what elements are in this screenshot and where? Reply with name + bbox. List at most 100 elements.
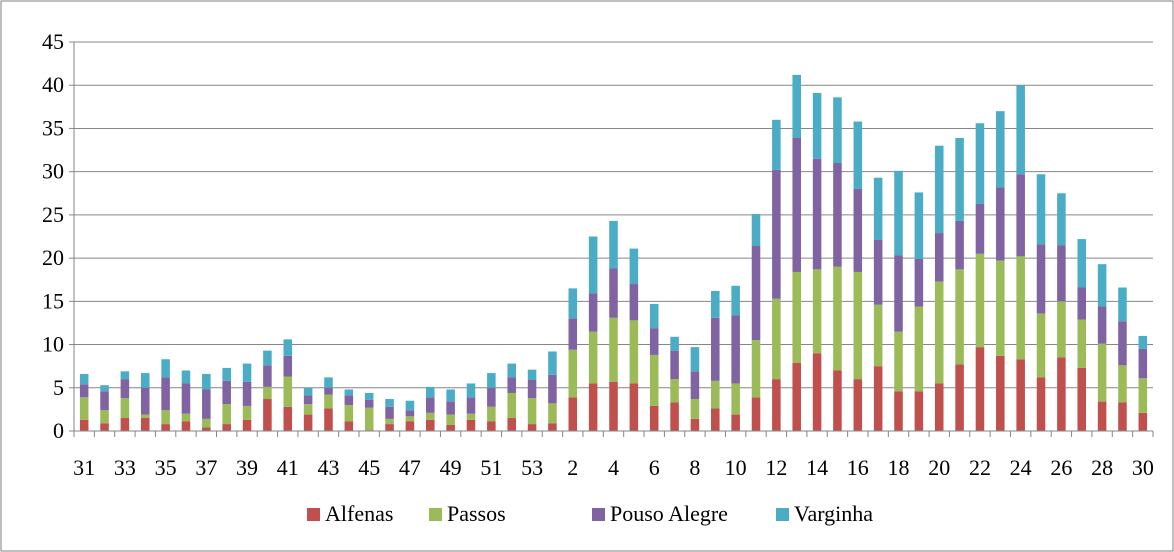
bar-segment-alfenas: Alfenas 2: 3.9 <box>568 397 578 431</box>
bar-segment-passos: Passos 5: 7.3 <box>629 320 639 384</box>
bar-segment-pouso-alegre: Pouso Alegre 1: 3.3 <box>548 374 557 404</box>
bar-segment-varginha: Varginha 1: 2.7 <box>548 351 557 375</box>
bar-segment-pouso-alegre: Pouso Alegre 25: 8 <box>1036 244 1046 314</box>
bar-segment-varginha: Varginha 15: 7.6 <box>833 97 842 164</box>
bar-segment-alfenas: Alfenas 1: 0.9 <box>548 423 557 431</box>
bar-segment-pouso-alegre: Pouso Alegre 21: 5.6 <box>955 220 964 270</box>
bar-segment-passos: Passos 13: 10.5 <box>792 271 802 363</box>
bar-segment-varginha: Varginha 31: 1.2 <box>79 373 89 385</box>
bar-segment-pouso-alegre: Pouso Alegre 27: 3.7 <box>1077 287 1087 320</box>
bar-segment-alfenas: Alfenas 27: 7.3 <box>1077 367 1087 431</box>
legend-swatch-pouso-alegre <box>592 508 605 521</box>
bar-segment-passos: Passos 6: 5.9 <box>649 354 659 406</box>
bar-segment-pouso-alegre: Pouso Alegre 20: 5.6 <box>934 233 944 282</box>
bar-segment-varginha: Varginha 16: 7.8 <box>853 121 863 189</box>
bar-segment-passos: Passos 10: 3.6 <box>731 383 740 415</box>
bar-segment-passos: Passos 2: 5.5 <box>568 349 578 398</box>
bar-segment-passos: Passos 36: 0.9 <box>181 413 191 422</box>
bar-segment-passos: Passos 47: 0.6 <box>405 416 415 422</box>
bar-segment-alfenas: Alfenas 18: 4.6 <box>894 391 903 431</box>
bar-segment-varginha: Varginha 17: 7.2 <box>873 177 883 240</box>
legend-label-passos: Passos <box>447 501 506 526</box>
legend-label-alfenas: Alfenas <box>325 501 393 526</box>
bar-segment-varginha: Varginha 4: 5.5 <box>609 220 618 269</box>
bar-segment-pouso-alegre: Pouso Alegre 9: 7.3 <box>711 317 720 381</box>
bar-segment-varginha: Varginha 18: 9.8 <box>894 170 903 256</box>
x-tick-label: 53 <box>521 455 543 480</box>
bar-segment-varginha: Varginha 24: 10.3 <box>1016 85 1025 175</box>
bar-segment-alfenas: Alfenas 25: 6.2 <box>1036 377 1046 431</box>
bar-segment-pouso-alegre: Pouso Alegre 47: 0.7 <box>405 410 415 417</box>
bar-segment-pouso-alegre: Pouso Alegre 46: 1.4 <box>385 406 394 419</box>
bar-segment-pouso-alegre: Pouso Alegre 12: 14.9 <box>772 169 781 299</box>
bar-segment-passos: Passos 22: 10.8 <box>975 253 985 348</box>
bar-segment-alfenas: Alfenas 21: 7.7 <box>955 364 964 431</box>
bar-segment-alfenas: Alfenas 3: 5.5 <box>588 383 598 431</box>
bar-segment-pouso-alegre: Pouso Alegre 16: 9.6 <box>853 188 863 272</box>
bar-segment-alfenas: Alfenas 24: 8.3 <box>1016 359 1025 431</box>
bar-segment-pouso-alegre: Pouso Alegre 42: 1 <box>303 395 313 405</box>
bar-segment-alfenas: Alfenas 23: 8.7 <box>996 355 1005 431</box>
bar-segment-pouso-alegre: Pouso Alegre 30: 3.4 <box>1138 348 1148 379</box>
y-tick-label: 15 <box>42 288 64 313</box>
bar-segment-passos: Passos 18: 6.9 <box>894 331 903 392</box>
bar-segment-passos: Passos 25: 7.4 <box>1036 313 1046 378</box>
bar-segment-varginha: Varginha 20: 10.1 <box>934 145 944 234</box>
y-tick-label: 0 <box>53 418 64 443</box>
bar-segment-varginha: Varginha 44: 0.7 <box>344 389 354 396</box>
bar-segment-passos: Passos 32: 1.5 <box>100 410 109 424</box>
bar-segment-alfenas: Alfenas 51: 1.1 <box>487 421 496 431</box>
axes: 0 5 10 15 20 25 30 35 40 45 31 33 35 37 39 41 43 45 47 49 51… <box>42 29 1154 480</box>
bar-segment-alfenas: Alfenas 10: 1.9 <box>731 414 740 431</box>
bar-segment-pouso-alegre: Pouso Alegre 37: 3.4 <box>202 389 211 419</box>
x-tick-label: 28 <box>1091 455 1113 480</box>
x-tick-label: 20 <box>928 455 950 480</box>
bar-segment-varginha: Varginha 48: 1.2 <box>425 386 435 398</box>
bar-segment-pouso-alegre: Pouso Alegre 17: 7.5 <box>873 239 883 305</box>
bar-segment-alfenas: Alfenas 35: 0.8 <box>161 424 170 431</box>
bar-segment-pouso-alegre: Pouso Alegre 4: 5.7 <box>609 268 618 318</box>
bar-segment-pouso-alegre: Pouso Alegre 48: 1.8 <box>425 397 435 413</box>
bar-segment-varginha: Varginha 50: 1.6 <box>466 383 476 398</box>
bar-segment-varginha: Varginha 40: 1.7 <box>263 350 272 366</box>
bar-segment-passos: Passos 40: 1.4 <box>263 386 272 400</box>
y-tick-label: 10 <box>42 332 64 357</box>
bar-segment-varginha: Varginha 3: 6.6 <box>588 236 598 294</box>
bar-segment-passos: Passos 48: 0.8 <box>425 412 435 420</box>
bar-segment-pouso-alegre: Pouso Alegre 19: 5.5 <box>914 258 924 307</box>
bar-segment-pouso-alegre: Pouso Alegre 29: 5.1 <box>1118 321 1127 366</box>
bar-segment-alfenas: Alfenas 46: 0.8 <box>385 424 394 431</box>
bar-segment-alfenas: Alfenas 17: 7.5 <box>873 366 883 431</box>
bar-segment-pouso-alegre: Pouso Alegre 28: 4.3 <box>1097 306 1107 344</box>
bar-segment-pouso-alegre: Pouso Alegre 22: 5.8 <box>975 203 985 254</box>
bar-segment-alfenas: Alfenas 16: 6 <box>853 379 863 431</box>
bar-segment-pouso-alegre: Pouso Alegre 3: 4.4 <box>588 293 598 332</box>
bar-segment-alfenas: Alfenas 52: 1.5 <box>507 418 516 431</box>
bar-segment-alfenas: Alfenas 40: 3.7 <box>263 399 272 431</box>
bar-segment-varginha: Varginha 27: 5.6 <box>1077 239 1087 288</box>
bar-segment-varginha: Varginha 23: 8.8 <box>996 111 1005 188</box>
bar-segment-varginha: Varginha 6: 2.8 <box>649 303 659 329</box>
bar-segment-passos: Passos 8: 2.3 <box>690 399 700 419</box>
bar-segment-varginha: Varginha 10: 3.4 <box>731 285 740 316</box>
x-tick-label: 14 <box>806 455 828 480</box>
bar-segment-pouso-alegre: Pouso Alegre 8: 3.2 <box>690 371 700 400</box>
bar-segment-varginha: Varginha 33: 0.9 <box>120 371 130 380</box>
bar-segment-alfenas: Alfenas 41: 2.8 <box>283 406 293 431</box>
bar-segment-passos: Passos 29: 4.3 <box>1118 365 1127 403</box>
bar-segment-varginha: Varginha 46: 0.9 <box>385 399 394 407</box>
bar-segment-alfenas: Alfenas 38: 0.8 <box>222 424 231 431</box>
bar-segment-varginha: Varginha 39: 2.1 <box>242 363 252 382</box>
bar-segment-alfenas: Alfenas 13: 7.9 <box>792 362 802 431</box>
bar-segment-passos: Passos 19: 9.8 <box>914 306 924 392</box>
bar-segment-varginha: Varginha 42: 0.9 <box>303 387 313 396</box>
bar-segment-pouso-alegre: Pouso Alegre 40: 2.5 <box>263 365 272 387</box>
bar-segment-varginha: Varginha 9: 3.1 <box>711 290 720 318</box>
legend-swatch-alfenas <box>307 508 320 521</box>
bar-segment-pouso-alegre: Pouso Alegre 45: 0.9 <box>364 399 374 408</box>
bar-segment-passos: Passos 17: 7.1 <box>873 304 883 367</box>
bar-segment-varginha: Varginha 43: 1.2 <box>324 377 333 388</box>
bar-segment-pouso-alegre: Pouso Alegre 23: 8.5 <box>996 187 1005 261</box>
bar-segment-varginha: Varginha 26: 6 <box>1057 193 1066 246</box>
bar-segment-pouso-alegre: Pouso Alegre 5: 4.2 <box>629 284 639 321</box>
